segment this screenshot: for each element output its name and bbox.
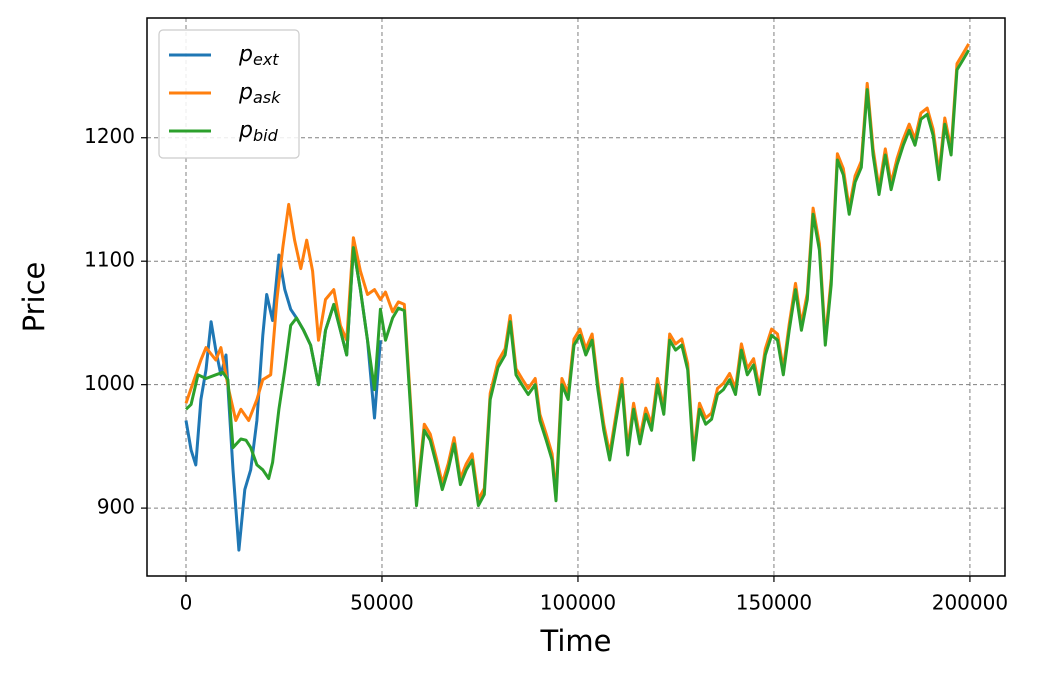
legend-label: pext: [238, 42, 279, 69]
y-tick-label: 900: [97, 495, 135, 519]
x-tick-label: 100000: [540, 591, 616, 615]
y-tick-label: 1200: [84, 124, 135, 148]
y-tick-label: 1100: [84, 248, 135, 272]
legend-label: pbid: [238, 118, 279, 145]
x-tick-label: 0: [180, 591, 193, 615]
x-axis-label: Time: [540, 624, 612, 658]
series-line: [184, 49, 970, 508]
y-tick-label: 1000: [84, 371, 135, 395]
x-tick-label: 150000: [736, 591, 812, 615]
y-axis-label: Price: [17, 262, 51, 333]
legend-label: pask: [238, 80, 281, 107]
x-tick-label: 50000: [350, 591, 414, 615]
plot-frame: [146, 17, 1006, 577]
x-tick-label: 200000: [932, 591, 1008, 615]
series-line: [184, 43, 970, 501]
legend-box: [158, 29, 300, 159]
